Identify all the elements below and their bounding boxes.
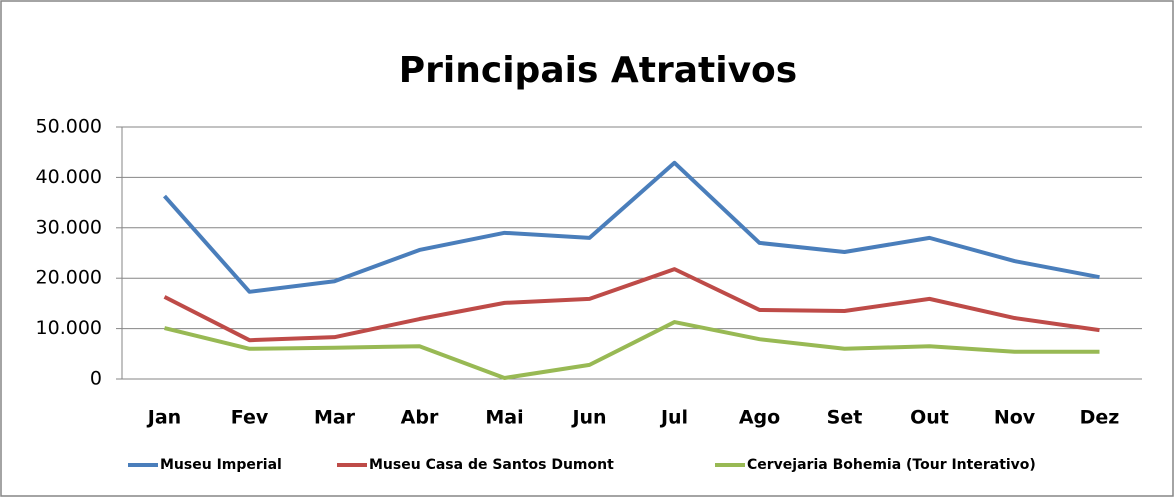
x-tick-label: Jul — [659, 407, 688, 429]
y-tick-label: 30.000 — [36, 216, 102, 238]
series-line — [163, 267, 1100, 343]
y-tick-label: 20.000 — [36, 267, 102, 289]
chart-title: Principais Atrativos — [399, 50, 797, 91]
x-tick-label: Jun — [570, 407, 606, 429]
x-tick-label: Jan — [146, 407, 181, 429]
x-tick-label: Nov — [994, 407, 1036, 429]
x-tick-label: Abr — [401, 407, 439, 429]
legend-label: Museu Casa de Santos Dumont — [369, 457, 614, 473]
legend-label: Museu Imperial — [160, 457, 282, 473]
x-tick-label: Ago — [739, 407, 780, 429]
y-tick-label: 10.000 — [36, 317, 102, 339]
x-tick-label: Mar — [314, 407, 356, 429]
x-tick-label: Set — [827, 407, 863, 429]
x-tick-label: Out — [910, 407, 949, 429]
series-line — [164, 320, 1100, 380]
y-tick-label: 50.000 — [36, 116, 102, 138]
y-tick-label: 40.000 — [36, 166, 102, 188]
x-tick-label: Dez — [1080, 407, 1120, 429]
x-tick-label: Mai — [485, 407, 523, 429]
x-tick-label: Fev — [231, 407, 269, 429]
y-tick-label: 0 — [90, 368, 102, 390]
legend-label: Cervejaria Bohemia (Tour Interativo) — [747, 457, 1036, 473]
series-line — [163, 160, 1100, 294]
